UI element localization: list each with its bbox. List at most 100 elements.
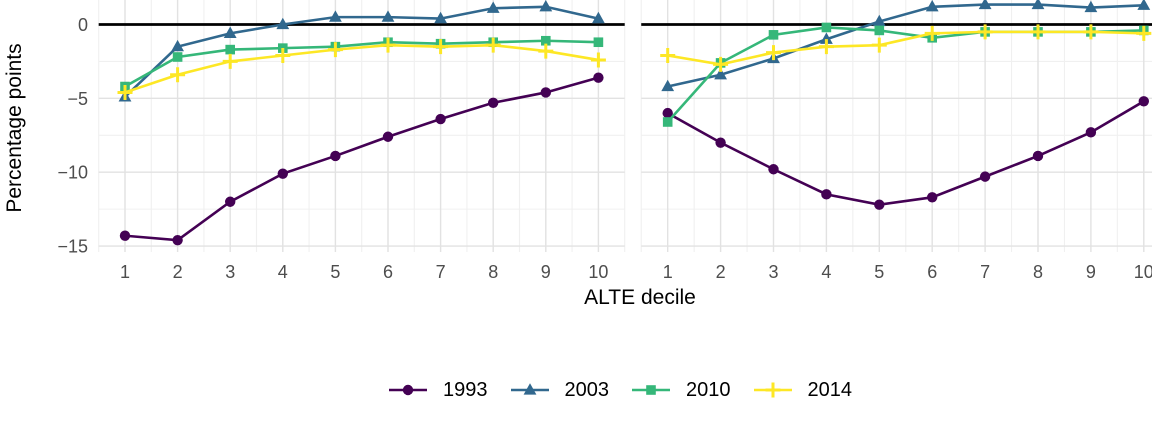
marker-1993-circle-icon [382,131,394,142]
legend-marker-2010-square-icon [646,385,656,395]
marker-2010-square-icon [172,52,183,62]
legend-marker-2014-plus-icon [765,382,780,398]
marker-2003-triangle-icon [820,32,833,44]
series-1993 [662,96,1150,210]
grid-major [641,0,1152,252]
marker-2003-triangle-icon [434,11,447,24]
marker-1993-circle-icon [593,72,604,83]
legend-item-2003: 2003 [510,377,609,403]
marker-1993-circle-icon [662,107,673,119]
panel-right: 1 2 3 4 5 6 7 8 9 10 [640,0,1152,282]
marker-2014-plus-icon [380,37,396,53]
marker-2014-plus-icon [170,67,186,83]
marker-2010-square-icon [662,117,673,127]
marker-1993-circle-icon [768,164,779,175]
x-tick-label: 8 [1033,262,1043,282]
legend-label: 1993 [443,378,488,401]
grid-minor [98,0,626,252]
marker-1993-circle-icon [277,168,288,179]
marker-2014-plus-icon [766,45,781,61]
y-tick-label: 0 [78,15,88,35]
x-tick-label: 3 [225,262,235,282]
legend-key-plus-icon [753,382,792,398]
y-axis-title: Percentage points [3,43,26,213]
marker-2014-plus-icon [590,52,606,68]
marker-2014-plus-icon [1083,24,1099,40]
x-tick-label: 4 [821,262,831,282]
marker-2010-square-icon [593,37,604,48]
marker-2014-plus-icon [1136,25,1152,41]
legend-item-1993: 1993 [388,377,488,403]
series-line-2014 [667,30,1144,66]
marker-2003-triangle-icon [1137,0,1151,10]
x-axis-title: ALTE decile [584,286,696,309]
marker-1993-circle-icon [1032,150,1044,162]
x-tick-label: 7 [436,262,446,282]
marker-2003-triangle-icon [223,26,237,38]
legend-item-2014: 2014 [753,377,852,403]
marker-2003-triangle-icon [978,0,992,10]
marker-2014-plus-icon [538,43,554,59]
marker-2010-square-icon [821,22,832,33]
series-line-2010 [124,39,599,88]
x-tick-label: 3 [768,262,778,282]
series-line-1993 [124,76,599,242]
marker-1993-circle-icon [225,196,236,207]
marker-2014-plus-icon [1030,24,1046,40]
x-tick-labels: 1 2 3 4 5 6 7 8 9 10 [663,262,1152,282]
marker-1993-circle-icon [1138,96,1150,107]
marker-1993-circle-icon [330,150,341,162]
x-tick-label: 6 [927,262,937,282]
marker-2014-plus-icon [275,48,291,64]
marker-2003-triangle-icon [171,39,184,52]
marker-2003-triangle-icon [661,79,675,92]
legend-key-square-icon [632,385,670,395]
series-2003 [661,0,1151,92]
marker-1993-circle-icon [927,192,938,203]
grid-minor [640,0,1152,252]
x-tick-label: 2 [173,262,183,282]
series-2003 [118,0,605,102]
marker-2014-plus-icon [818,39,834,55]
marker-1993-circle-icon [979,171,991,182]
marker-1993-circle-icon [488,97,499,108]
y-tick-label: −10 [57,163,88,183]
marker-2003-triangle-icon [1031,0,1045,10]
marker-2010-square-icon [225,44,235,55]
marker-2003-triangle-icon [925,0,939,12]
marker-1993-circle-icon [435,113,446,125]
x-tick-label: 8 [488,262,498,282]
x-tick-label: 1 [120,262,130,282]
marker-1993-circle-icon [715,137,726,148]
x-tick-label: 2 [716,262,726,282]
series-line-2003 [667,3,1144,88]
marker-2014-plus-icon [327,42,343,58]
marker-2010-square-icon [541,35,551,46]
marker-2003-triangle-icon [872,14,886,27]
marker-2003-triangle-icon [714,67,727,80]
x-tick-label: 10 [1134,262,1152,282]
marker-2014-plus-icon [222,53,238,69]
marker-1993-circle-icon [172,234,183,246]
marker-2010-square-icon [768,30,779,40]
legend: 1993 2003 2010 2014 [388,377,874,403]
panel-left: 1 2 3 4 5 6 7 8 9 10 [98,0,626,282]
series-line-2014 [124,43,599,94]
marker-2014-plus-icon [924,25,940,41]
x-tick-label: 4 [278,262,288,282]
marker-2014-plus-icon [871,37,887,53]
legend-marker-2003-triangle-icon [523,383,536,395]
marker-1993-circle-icon [874,199,885,210]
marker-2014-plus-icon [660,48,676,64]
series-2014 [660,24,1152,72]
marker-2014-plus-icon [977,24,993,40]
marker-1993-circle-icon [119,230,131,241]
marker-1993-circle-icon [540,87,551,98]
marker-2003-triangle-icon [539,0,553,12]
marker-2003-triangle-icon [329,10,342,22]
legend-key-circle-icon [389,384,427,396]
x-tick-labels: 1 2 3 4 5 6 7 8 9 10 [120,262,608,282]
x-tick-label: 5 [330,262,340,282]
